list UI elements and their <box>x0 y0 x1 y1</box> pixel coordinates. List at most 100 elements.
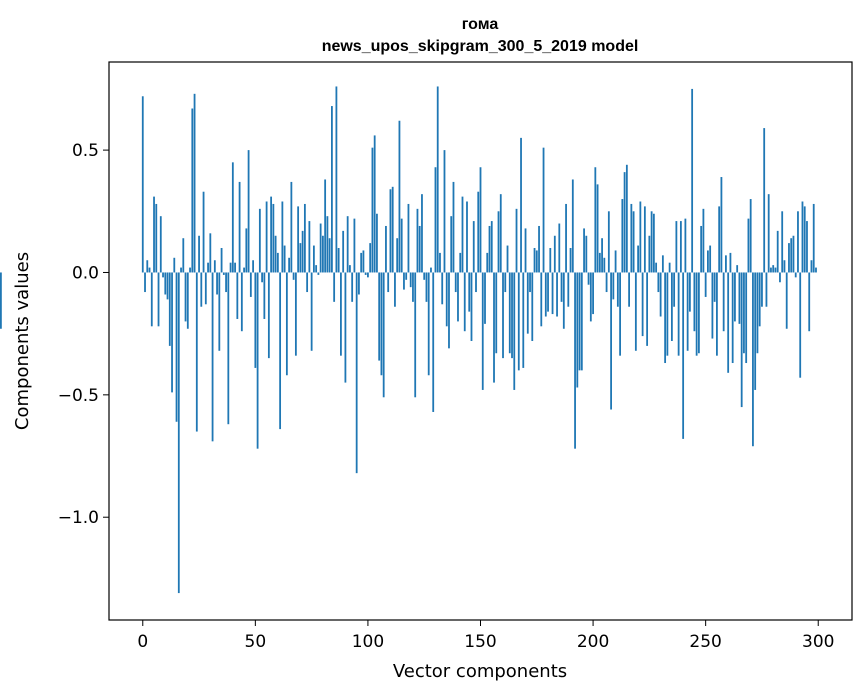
bar <box>461 196 464 273</box>
bar <box>301 230 304 273</box>
bar <box>387 272 390 293</box>
bar <box>745 272 748 364</box>
bar <box>229 262 232 273</box>
bar <box>281 201 284 273</box>
bar <box>567 272 570 307</box>
y-tick-label: 0.0 <box>72 263 99 283</box>
bar <box>378 272 381 361</box>
bar <box>400 218 403 273</box>
bar <box>360 252 363 273</box>
bar <box>290 181 293 273</box>
bar <box>517 272 520 371</box>
x-tick-label: 0 <box>137 632 148 652</box>
bar <box>675 221 678 273</box>
bar <box>331 106 333 273</box>
bar <box>520 137 522 273</box>
bar <box>738 272 741 324</box>
bar <box>466 201 468 273</box>
bar <box>616 272 619 307</box>
bar <box>222 272 225 275</box>
bar <box>792 235 795 273</box>
bar <box>247 150 250 273</box>
bar <box>394 272 396 307</box>
x-axis-ticks: 0 50 100 150 200 250 300 <box>137 620 834 652</box>
bar <box>279 272 282 430</box>
bar <box>603 257 606 273</box>
bar <box>747 218 750 273</box>
bar <box>688 272 691 312</box>
bar <box>211 272 214 442</box>
bar <box>171 272 173 393</box>
bar <box>285 272 288 376</box>
bar <box>569 248 572 273</box>
bar <box>441 272 444 305</box>
bar <box>164 272 167 295</box>
bar <box>439 252 441 273</box>
bar <box>720 177 723 273</box>
chart-title-line2: news_upos_skipgram_300_5_2019 model <box>322 38 639 55</box>
bar <box>731 272 734 364</box>
bar <box>326 216 329 273</box>
bar <box>495 272 498 354</box>
bar <box>607 211 610 273</box>
bar <box>776 230 779 273</box>
bar <box>725 255 727 273</box>
bar <box>292 272 295 280</box>
y-tick-label: −0.5 <box>58 386 99 406</box>
bar <box>162 272 164 278</box>
bar <box>799 272 802 378</box>
bar <box>652 213 655 273</box>
bar <box>312 245 315 273</box>
bar <box>333 272 336 302</box>
bar <box>186 272 189 329</box>
bars-group <box>0 86 817 594</box>
y-tick-label: −1.0 <box>58 508 99 528</box>
bar <box>418 225 421 273</box>
bar <box>522 272 525 368</box>
bar <box>628 272 630 307</box>
bar <box>175 272 178 422</box>
bar <box>702 208 705 273</box>
bar <box>583 228 585 273</box>
bar <box>409 272 412 288</box>
bar <box>459 252 462 273</box>
bar <box>812 203 815 273</box>
bar <box>245 228 248 273</box>
bar <box>592 272 594 315</box>
bar <box>779 272 781 283</box>
bar <box>632 211 635 273</box>
bar <box>493 272 495 383</box>
bar <box>639 201 642 273</box>
bar <box>529 272 531 293</box>
bar <box>267 272 270 359</box>
bar <box>324 179 327 273</box>
bar <box>540 272 543 327</box>
bar <box>659 272 662 317</box>
bar <box>470 272 473 341</box>
bar <box>0 272 2 329</box>
bar <box>661 255 664 273</box>
bar <box>261 272 263 283</box>
bar <box>252 260 254 273</box>
bar <box>405 272 408 280</box>
bar <box>168 272 171 346</box>
bar <box>524 228 527 273</box>
bar <box>499 194 502 273</box>
bar <box>808 272 811 332</box>
bar <box>698 272 700 354</box>
bar <box>646 272 649 346</box>
bar <box>502 272 504 359</box>
bar <box>758 272 761 327</box>
bar <box>218 272 221 351</box>
x-tick-label: 50 <box>245 632 267 652</box>
bar <box>146 260 149 273</box>
bar <box>722 272 725 332</box>
bar <box>788 243 790 273</box>
bar <box>209 233 212 273</box>
bar <box>364 272 367 275</box>
bar <box>479 167 482 273</box>
bar <box>249 272 252 297</box>
bar <box>382 272 385 398</box>
x-tick-label: 300 <box>802 632 834 652</box>
bar <box>763 128 766 273</box>
